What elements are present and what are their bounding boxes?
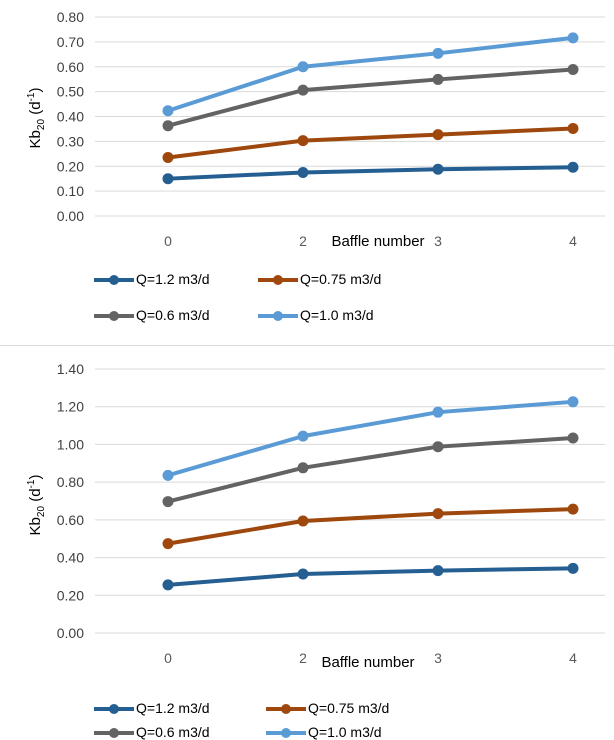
data-point bbox=[567, 161, 579, 173]
data-point bbox=[297, 135, 309, 147]
legend-label: Q=1.0 m3/d bbox=[308, 724, 382, 740]
legend-label: Q=0.6 m3/d bbox=[136, 307, 210, 323]
legend-entry: Q=0.75 m3/d bbox=[266, 700, 389, 716]
legend-entry: Q=1.2 m3/d bbox=[94, 700, 210, 716]
y-tick-label: 1.40 bbox=[57, 361, 84, 377]
data-point bbox=[162, 105, 174, 117]
x-tick-label: 2 bbox=[299, 233, 307, 249]
y-axis-label: Kb20 (d-1) bbox=[26, 88, 47, 149]
data-point bbox=[297, 462, 309, 474]
data-point bbox=[567, 432, 579, 444]
legend-label: Q=1.0 m3/d bbox=[300, 307, 374, 323]
data-point bbox=[162, 469, 174, 481]
data-point bbox=[162, 152, 174, 164]
legend-swatch bbox=[258, 308, 298, 322]
data-point bbox=[567, 562, 579, 574]
x-tick-label: 2 bbox=[299, 650, 307, 666]
legend-entry: Q=1.0 m3/d bbox=[266, 724, 382, 740]
y-tick-label: 0.60 bbox=[57, 59, 84, 75]
y-tick-label: 1.00 bbox=[57, 436, 84, 452]
data-point bbox=[162, 538, 174, 550]
data-point bbox=[297, 430, 309, 442]
x-tick-label: 0 bbox=[164, 650, 172, 666]
x-tick-label: 3 bbox=[434, 650, 442, 666]
y-tick-label: 0.40 bbox=[57, 109, 84, 125]
legend-swatch bbox=[94, 308, 134, 322]
series-line bbox=[166, 126, 575, 160]
data-point bbox=[297, 84, 309, 96]
data-point bbox=[162, 579, 174, 591]
data-point bbox=[297, 568, 309, 580]
data-point bbox=[567, 32, 579, 44]
legend-entry: Q=0.6 m3/d bbox=[94, 724, 210, 740]
series-line bbox=[166, 67, 575, 128]
y-tick-label: 0.00 bbox=[57, 625, 84, 641]
data-point bbox=[162, 120, 174, 132]
y-tick-label: 0.10 bbox=[57, 183, 84, 199]
legend-swatch bbox=[94, 272, 134, 286]
legend-entry: Q=1.2 m3/d bbox=[94, 271, 210, 287]
y-tick-label: 0.80 bbox=[57, 474, 84, 490]
y-tick-label: 0.00 bbox=[57, 208, 84, 224]
data-point bbox=[567, 122, 579, 134]
data-point bbox=[432, 508, 444, 520]
legend-swatch bbox=[94, 725, 134, 739]
data-point bbox=[162, 173, 174, 185]
series-line bbox=[166, 507, 575, 546]
chart-divider bbox=[0, 345, 614, 346]
y-tick-label: 0.50 bbox=[57, 84, 84, 100]
y-tick-label: 1.20 bbox=[57, 399, 84, 415]
y-tick-label: 0.20 bbox=[57, 158, 84, 174]
data-point bbox=[162, 496, 174, 508]
legend-label: Q=0.75 m3/d bbox=[300, 271, 382, 287]
legend-entry: Q=1.0 m3/d bbox=[258, 307, 374, 323]
legend-entry: Q=0.6 m3/d bbox=[94, 307, 210, 323]
data-point bbox=[297, 166, 309, 178]
legend-swatch bbox=[266, 701, 306, 715]
data-point bbox=[432, 47, 444, 59]
series-line bbox=[166, 165, 575, 181]
chart-top: 0.00 0.10 0.20 0.30 0.40 0.50 0.60 0.70 0.80 0 2 3 4… bbox=[26, 9, 605, 250]
y-tick-label: 0.80 bbox=[57, 9, 84, 25]
legend-label: Q=1.2 m3/d bbox=[136, 700, 210, 716]
data-point bbox=[567, 503, 579, 515]
legend-swatch bbox=[258, 272, 298, 286]
x-tick-label: 4 bbox=[569, 233, 577, 249]
series-line bbox=[166, 566, 575, 587]
legend-entry: Q=0.75 m3/d bbox=[258, 271, 381, 287]
series-line bbox=[166, 399, 575, 478]
data-point bbox=[567, 63, 579, 75]
data-point bbox=[297, 515, 309, 527]
x-tick-label: 3 bbox=[434, 233, 442, 249]
data-point bbox=[297, 61, 309, 73]
chart-bottom: 0.00 0.20 0.40 0.60 0.80 1.00 1.20 1.40 0 2 3 4 Baff… bbox=[26, 361, 605, 671]
data-point bbox=[432, 406, 444, 418]
legend-label: Q=0.6 m3/d bbox=[136, 724, 210, 740]
series-line bbox=[166, 436, 575, 504]
y-axis-label: Kb20 (d-1) bbox=[26, 475, 47, 536]
x-tick-label: 4 bbox=[569, 650, 577, 666]
y-tick-label: 0.30 bbox=[57, 133, 84, 149]
data-point bbox=[567, 396, 579, 408]
y-tick-label: 0.60 bbox=[57, 512, 84, 528]
data-point bbox=[432, 73, 444, 85]
series-line bbox=[166, 35, 575, 113]
data-point bbox=[432, 129, 444, 141]
x-axis-label: Baffle number bbox=[331, 233, 424, 250]
data-point bbox=[432, 441, 444, 453]
legend-swatch bbox=[266, 725, 306, 739]
y-tick-label: 0.40 bbox=[57, 550, 84, 566]
y-tick-label: 0.70 bbox=[57, 34, 84, 50]
legend-swatch bbox=[94, 701, 134, 715]
y-tick-label: 0.20 bbox=[57, 587, 84, 603]
legend-label: Q=0.75 m3/d bbox=[308, 700, 390, 716]
legend-label: Q=1.2 m3/d bbox=[136, 271, 210, 287]
data-point bbox=[432, 163, 444, 175]
data-point bbox=[432, 565, 444, 577]
x-tick-label: 0 bbox=[164, 233, 172, 249]
x-axis-label: Baffle number bbox=[321, 654, 414, 671]
